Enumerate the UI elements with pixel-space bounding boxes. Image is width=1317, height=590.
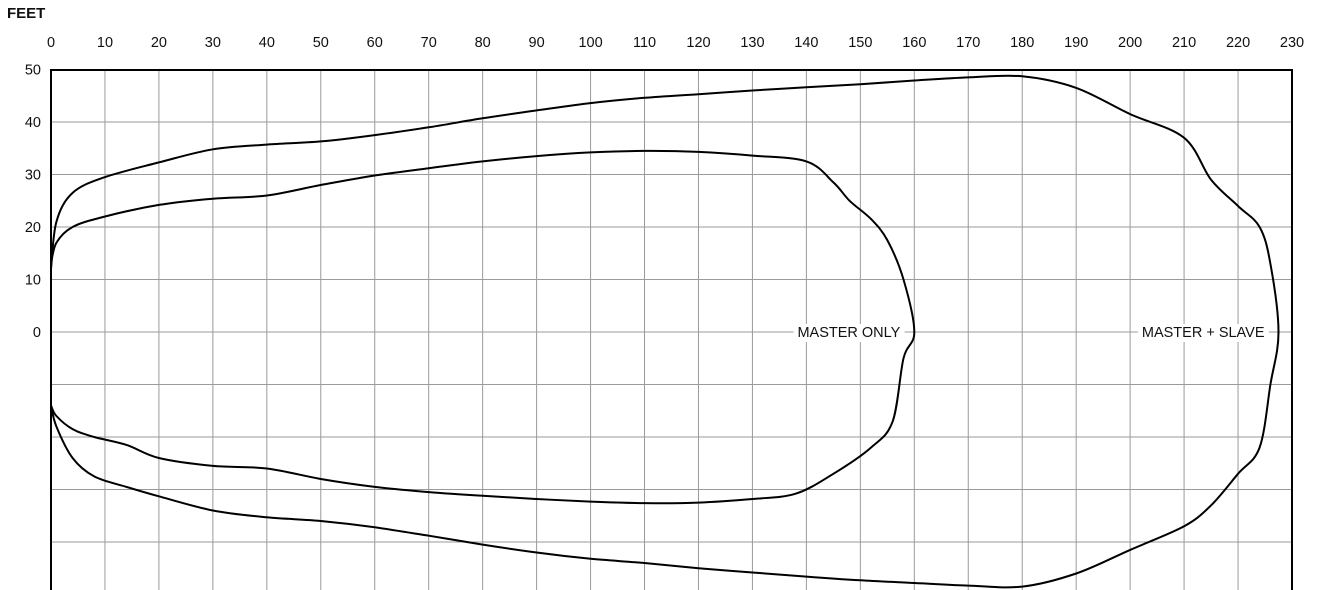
curve-label-master-only: MASTER ONLY (797, 325, 900, 341)
curve-label-master-plus-slave: MASTER + SLAVE (1142, 325, 1265, 341)
x-tick-label: 150 (848, 35, 872, 51)
x-tick-label: 90 (529, 35, 545, 51)
x-tick-label: 120 (686, 35, 710, 51)
coverage-curves (50, 74, 1280, 589)
x-tick-label: 60 (367, 35, 383, 51)
x-tick-label: 100 (578, 35, 602, 51)
chart-frame (50, 69, 1293, 590)
x-tick-label: 10 (97, 35, 113, 51)
x-tick-label: 210 (1172, 35, 1196, 51)
x-tick-label: 30 (205, 35, 221, 51)
x-tick-label: 200 (1118, 35, 1142, 51)
x-tick-label: 190 (1064, 35, 1088, 51)
x-tick-label: 170 (956, 35, 980, 51)
curve-label-background (1137, 324, 1269, 342)
x-tick-label: 220 (1226, 35, 1250, 51)
x-tick-label: 20 (151, 35, 167, 51)
curve-label-background (793, 324, 905, 342)
y-tick-label: 10 (25, 273, 41, 289)
y-tick-label: 20 (25, 220, 41, 236)
x-tick-label: 80 (475, 35, 491, 51)
x-tick-labels: 0 10 20 30 40 50 60 70 80 90 100 110 120 130 140 150 160… (47, 35, 1304, 51)
x-tick-label: 70 (421, 35, 437, 51)
coverage-curve-master-plus-slave (50, 74, 1280, 589)
x-tick-label: 0 (47, 35, 55, 51)
coverage-curve-master-only (50, 149, 916, 505)
y-tick-label: 30 (25, 168, 41, 184)
y-tick-label: 0 (33, 325, 41, 341)
x-tick-label: 180 (1010, 35, 1034, 51)
y-tick-label: 50 (25, 63, 41, 79)
x-tick-label: 160 (902, 35, 926, 51)
x-tick-label: 130 (740, 35, 764, 51)
y-tick-labels: 50 40 30 20 10 0 (25, 63, 41, 342)
x-tick-label: 50 (313, 35, 329, 51)
x-tick-label: 230 (1280, 35, 1304, 51)
unit-label: FEET (7, 5, 45, 22)
y-tick-label: 40 (25, 115, 41, 131)
curve-labels: MASTER ONLY MASTER + SLAVE (793, 324, 1269, 342)
grid-lines (51, 70, 1292, 590)
x-tick-label: 140 (794, 35, 818, 51)
x-tick-label: 40 (259, 35, 275, 51)
x-tick-label: 110 (633, 35, 656, 51)
